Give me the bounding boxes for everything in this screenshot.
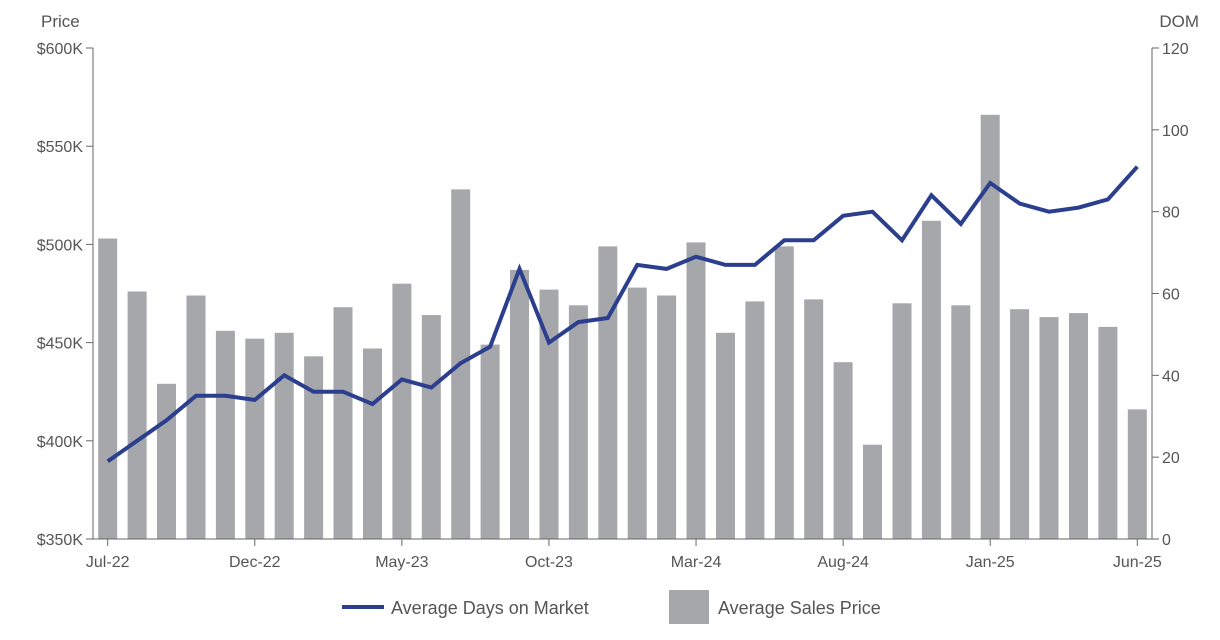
x-tick-label: Aug-24 xyxy=(817,554,869,571)
bar-Nov-23 xyxy=(568,305,588,539)
bar-Nov-24 xyxy=(921,220,941,540)
bar-Apr-24 xyxy=(716,332,735,539)
bar-Oct-22 xyxy=(186,295,206,539)
bar-May-23 xyxy=(392,283,412,539)
left-tick-label: $500K xyxy=(37,237,84,254)
line-layer xyxy=(106,165,1139,463)
right-tick-label: 100 xyxy=(1162,123,1189,140)
bar-Jun-25 xyxy=(1127,409,1147,539)
bar-Feb-24 xyxy=(657,295,677,539)
legend-label-price: Average Sales Price xyxy=(718,598,881,618)
bar-Aug-22 xyxy=(127,291,147,539)
bar-Dec-24 xyxy=(951,305,971,539)
x-tick-label: Jul-22 xyxy=(86,554,130,571)
bar-Dec-22 xyxy=(245,338,265,539)
bar-Jul-22 xyxy=(98,238,118,539)
bar-Feb-25 xyxy=(1010,309,1030,539)
right-tick-label: 80 xyxy=(1162,205,1180,222)
bar-Jan-24 xyxy=(627,287,647,539)
bar-Oct-23 xyxy=(539,289,559,539)
x-tick-label: Dec-22 xyxy=(229,554,281,571)
right-tick-label: 0 xyxy=(1162,532,1171,549)
x-tick-label: Mar-24 xyxy=(671,554,722,571)
left-tick-label: $350K xyxy=(37,532,84,549)
x-tick-label: Jun-25 xyxy=(1113,554,1162,571)
bar-Sep-23 xyxy=(510,269,529,539)
dom-line xyxy=(106,165,1139,463)
right-tick-label: 20 xyxy=(1162,450,1180,467)
bar-Oct-24 xyxy=(892,303,912,539)
left-axis-title: Price xyxy=(41,12,80,31)
legend: Average Days on Market Average Sales Pri… xyxy=(342,590,881,624)
bar-Aug-24 xyxy=(833,362,853,539)
bar-Aug-23 xyxy=(480,344,500,539)
right-tick-label: 40 xyxy=(1162,368,1180,385)
x-tick-label: Oct-23 xyxy=(525,554,573,571)
x-tick-label: Jan-25 xyxy=(966,554,1015,571)
bar-Jul-24 xyxy=(804,299,824,539)
legend-bar-swatch xyxy=(669,590,709,624)
left-tick-label: $450K xyxy=(37,336,84,353)
left-tick-label: $400K xyxy=(37,434,84,451)
axes-group: $350K $400K $450K $500K $550K $600K 0 20 40 60 80 1… xyxy=(37,41,1189,571)
left-tick-label: $600K xyxy=(37,41,84,58)
bar-Nov-22 xyxy=(215,330,235,539)
bar-May-25 xyxy=(1098,326,1118,539)
bar-Jan-23 xyxy=(274,332,294,539)
bar-Dec-23 xyxy=(598,246,618,539)
bar-Jun-24 xyxy=(774,246,794,539)
bar-Mar-23 xyxy=(333,307,353,539)
bar-Mar-25 xyxy=(1039,317,1059,539)
x-tick-label: May-23 xyxy=(375,554,428,571)
legend-label-dom: Average Days on Market xyxy=(391,598,589,618)
right-axis-title: DOM xyxy=(1159,12,1199,31)
bar-Apr-25 xyxy=(1069,313,1088,539)
bar-Sep-22 xyxy=(157,383,176,539)
bar-Sep-24 xyxy=(863,444,882,539)
left-tick-label: $550K xyxy=(37,139,84,156)
bar-Feb-23 xyxy=(304,356,324,539)
bars-group xyxy=(98,114,1147,540)
bar-Mar-24 xyxy=(686,242,706,539)
bar-May-24 xyxy=(745,301,765,539)
bar-Jan-25 xyxy=(980,114,1000,540)
right-tick-label: 120 xyxy=(1162,41,1189,58)
right-tick-label: 60 xyxy=(1162,287,1180,304)
bar-Apr-23 xyxy=(363,348,382,539)
bar-Jun-23 xyxy=(421,315,441,539)
